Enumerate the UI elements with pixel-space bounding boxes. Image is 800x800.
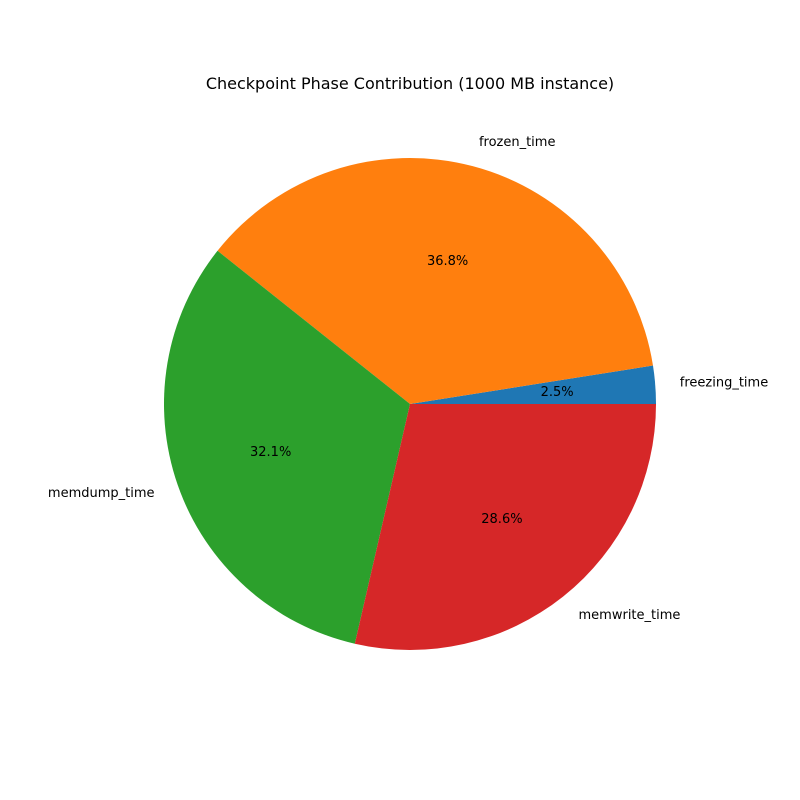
pie-slice-memwrite-time [354, 404, 656, 650]
pie-slice-freezing-time [410, 365, 656, 404]
pie-slice-frozen-time [217, 158, 653, 404]
slice-labels: freezing_time frozen_time memdump_timememw… [48, 135, 768, 623]
slice-label-frozen-time: frozen_time [479, 135, 556, 150]
percentage-labels: 2.5% 36.8% 32.1% 28.6% [250, 254, 574, 527]
slice-label-memdump-time: memdump_time [48, 486, 155, 501]
pct-label-freezing-time: 2.5% [541, 385, 574, 400]
chart-title: Checkpoint Phase Contribution (1000 MB i… [206, 74, 614, 93]
pie-slices [163, 158, 656, 650]
pie-slice-memdump-time [163, 250, 410, 644]
slice-label-memwrite-time: memwrite_time [579, 608, 681, 623]
slice-label-freezing-time: freezing_time [680, 375, 768, 390]
pct-label-memwrite-time: 28.6% [481, 512, 522, 527]
pct-label-frozen-time: 36.8% [427, 254, 468, 269]
pct-label-memdump-time: 32.1% [250, 445, 291, 460]
